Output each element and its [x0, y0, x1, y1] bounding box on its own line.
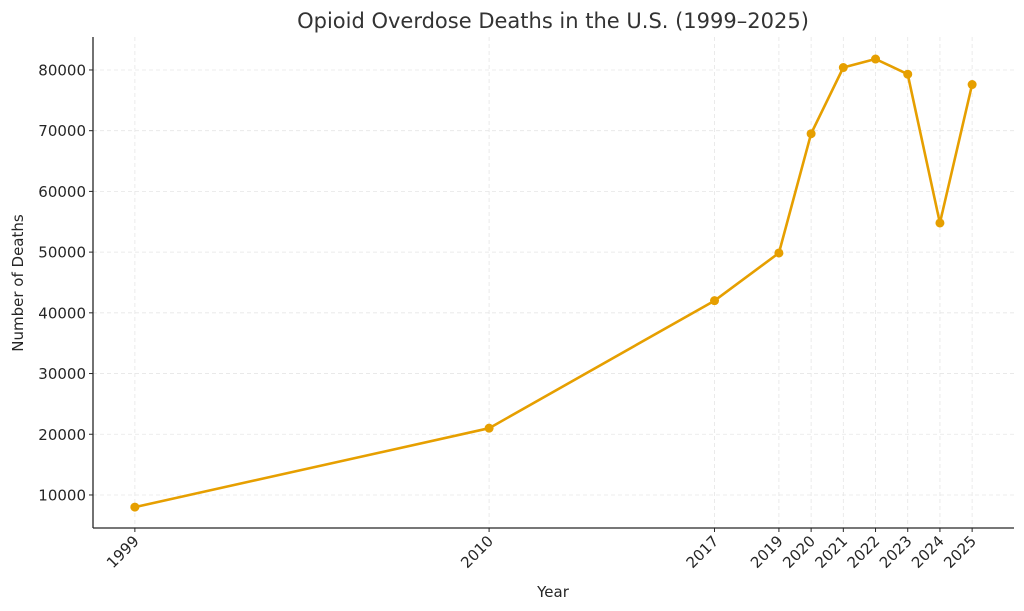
y-tick-label: 40000: [38, 304, 86, 322]
data-point: [806, 129, 816, 139]
x-tick-label: 2019: [747, 532, 787, 572]
data-point: [130, 502, 140, 512]
data-point: [967, 80, 977, 90]
data-point: [871, 54, 881, 64]
data-point: [903, 69, 913, 79]
data-point: [838, 63, 848, 73]
x-tick-label: 2024: [908, 532, 948, 572]
y-tick-label: 10000: [38, 486, 86, 504]
data-point: [710, 296, 720, 306]
y-tick-label: 20000: [38, 426, 86, 444]
y-tick-label: 70000: [38, 122, 86, 140]
x-tick-label: 2021: [811, 532, 851, 572]
y-axis-ticks: 10000 20000 30000 40000 50000 60000 70000 80000: [38, 61, 93, 504]
data-point: [774, 248, 784, 258]
axes: [92, 37, 1014, 529]
y-tick-label: 60000: [38, 183, 86, 201]
series-group: [130, 54, 977, 512]
chart-title: Opioid Overdose Deaths in the U.S. (1999…: [297, 9, 809, 33]
series-line: [134, 57, 974, 509]
y-tick-label: 50000: [38, 244, 86, 262]
x-tick-label: 2023: [876, 532, 916, 572]
x-tick-label: 2010: [457, 532, 497, 572]
data-point: [935, 218, 945, 228]
x-tick-label: 2025: [940, 532, 980, 572]
y-tick-label: 80000: [38, 61, 86, 79]
data-point: [484, 423, 494, 433]
x-tick-label: 2017: [683, 532, 723, 572]
x-axis-label: Year: [536, 583, 570, 601]
y-tick-label: 30000: [38, 365, 86, 383]
y-axis-label: Number of Deaths: [9, 214, 27, 352]
x-tick-label: 1999: [103, 532, 143, 572]
x-tick-label: 2022: [844, 532, 884, 572]
x-tick-label: 2020: [779, 532, 819, 572]
grid: [93, 37, 1014, 528]
